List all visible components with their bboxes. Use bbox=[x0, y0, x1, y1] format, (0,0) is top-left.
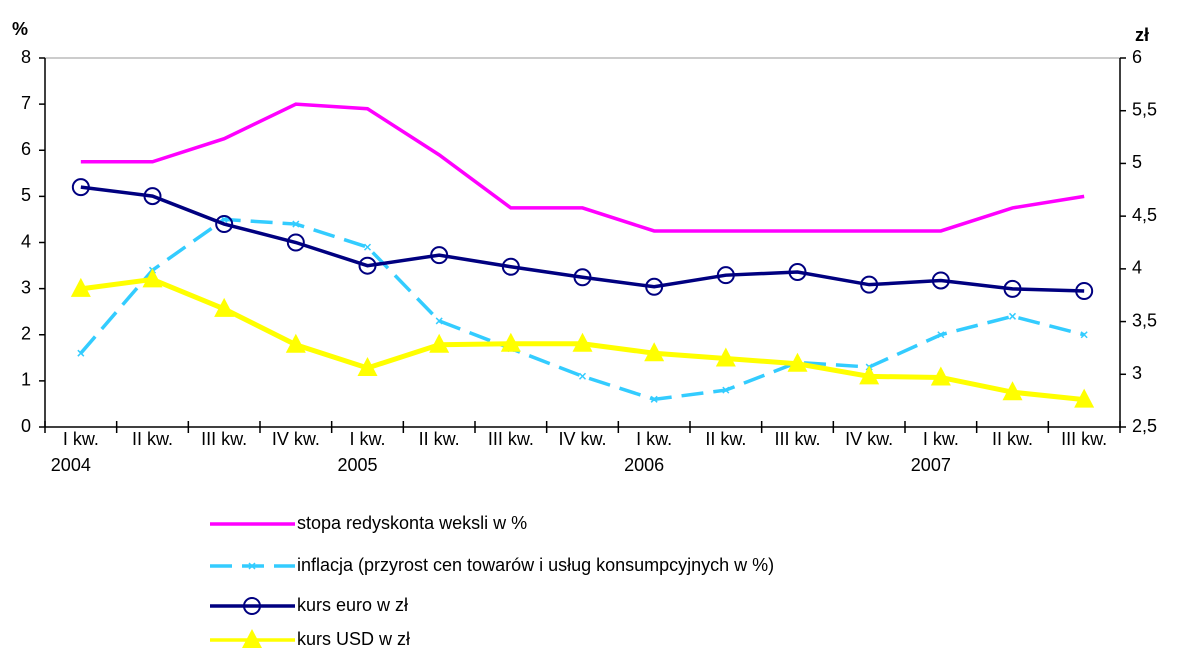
y-tick-label: 5 bbox=[21, 185, 31, 205]
marker bbox=[215, 215, 234, 234]
y-tick-label: 8 bbox=[21, 47, 31, 67]
marker bbox=[716, 266, 735, 285]
x-tick-label: III kw. bbox=[1061, 429, 1107, 449]
x-tick-label: I kw. bbox=[349, 429, 385, 449]
series-line bbox=[79, 217, 1085, 402]
y-tick-label: 1 bbox=[21, 370, 31, 390]
y-tick-label: 2 bbox=[21, 324, 31, 344]
marker bbox=[1080, 331, 1088, 339]
marker bbox=[930, 366, 951, 386]
y2-tick-label: 4 bbox=[1132, 258, 1142, 278]
y2-tick-label: 5,5 bbox=[1132, 99, 1157, 119]
marker bbox=[1074, 388, 1095, 408]
y-tick-label: 4 bbox=[21, 231, 31, 251]
marker bbox=[644, 342, 665, 362]
x-tick-label: III kw. bbox=[488, 429, 534, 449]
legend-label: stopa redyskonta weksli w % bbox=[297, 513, 527, 533]
marker bbox=[722, 386, 730, 394]
marker bbox=[859, 365, 880, 385]
marker bbox=[1075, 281, 1094, 300]
marker bbox=[429, 333, 450, 353]
marker bbox=[500, 332, 521, 352]
x-year-label: 2007 bbox=[911, 455, 951, 475]
marker bbox=[645, 277, 664, 296]
x-year-label: 2006 bbox=[624, 455, 664, 475]
marker bbox=[70, 277, 91, 297]
marker bbox=[650, 395, 658, 403]
series-line bbox=[80, 102, 1085, 233]
marker bbox=[787, 352, 808, 372]
legend-marker bbox=[242, 629, 262, 648]
x-tick-label: II kw. bbox=[705, 429, 746, 449]
marker bbox=[578, 372, 587, 380]
legend-marker bbox=[248, 562, 256, 570]
legend-marker bbox=[243, 597, 261, 615]
x-tick-label: IV kw. bbox=[845, 429, 893, 449]
y2-tick-label: 2,5 bbox=[1132, 416, 1157, 436]
marker bbox=[214, 297, 235, 317]
marker bbox=[435, 317, 443, 325]
marker bbox=[1008, 312, 1017, 320]
x-tick-label: I kw. bbox=[636, 429, 672, 449]
y2-tick-label: 3 bbox=[1132, 363, 1142, 383]
marker bbox=[1003, 279, 1022, 298]
x-tick-label: IV kw. bbox=[272, 429, 320, 449]
marker bbox=[143, 187, 162, 206]
marker bbox=[501, 257, 520, 276]
legend-label: kurs euro w zł bbox=[297, 595, 408, 615]
marker bbox=[931, 271, 950, 290]
marker bbox=[357, 356, 378, 376]
marker bbox=[77, 349, 85, 357]
x-year-label: 2004 bbox=[51, 455, 91, 475]
x-tick-label: IV kw. bbox=[558, 429, 606, 449]
marker bbox=[285, 333, 306, 353]
series-line bbox=[80, 185, 1085, 293]
x-tick-label: II kw. bbox=[419, 429, 460, 449]
x-tick-label: II kw. bbox=[992, 429, 1033, 449]
marker bbox=[715, 347, 736, 367]
x-tick-label: III kw. bbox=[774, 429, 820, 449]
x-tick-label: I kw. bbox=[923, 429, 959, 449]
y2-tick-label: 5 bbox=[1132, 152, 1142, 172]
y-tick-label: 6 bbox=[21, 139, 31, 159]
marker bbox=[71, 178, 90, 197]
x-tick-label: II kw. bbox=[132, 429, 173, 449]
marker bbox=[286, 233, 305, 252]
y2-tick-label: 4,5 bbox=[1132, 205, 1157, 225]
x-tick-label: I kw. bbox=[63, 429, 99, 449]
marker bbox=[860, 275, 879, 294]
marker bbox=[572, 332, 593, 352]
marker bbox=[292, 220, 300, 228]
y2-axis-title: zł bbox=[1135, 25, 1149, 45]
marker bbox=[430, 246, 449, 265]
x-tick-label: III kw. bbox=[201, 429, 247, 449]
marker bbox=[142, 268, 163, 288]
y-tick-label: 0 bbox=[21, 416, 31, 436]
y-tick-label: 7 bbox=[21, 93, 31, 113]
marker bbox=[358, 256, 377, 275]
marker bbox=[363, 243, 372, 251]
marker bbox=[573, 268, 592, 287]
y2-tick-label: 3,5 bbox=[1132, 310, 1157, 330]
marker bbox=[788, 263, 807, 282]
y-tick-label: 3 bbox=[21, 277, 31, 297]
legend-label: inflacja (przyrost cen towarów i usług k… bbox=[297, 555, 774, 575]
marker bbox=[1002, 381, 1023, 401]
y2-tick-label: 6 bbox=[1132, 47, 1142, 67]
marker bbox=[937, 331, 945, 339]
x-year-label: 2005 bbox=[337, 455, 377, 475]
y-axis-title: % bbox=[12, 19, 28, 39]
legend-label: kurs USD w zł bbox=[297, 629, 410, 649]
